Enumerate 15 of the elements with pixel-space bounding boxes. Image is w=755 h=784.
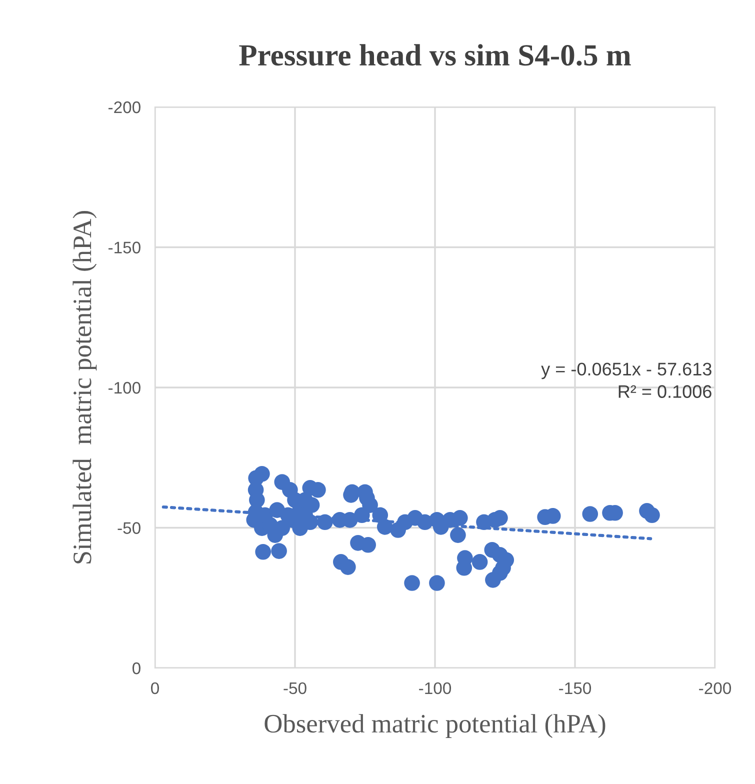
x-tick-label: 0 [151,682,159,694]
y-axis-title: Simulated matric potential (hPA) [72,211,97,564]
x-axis-title: Observed matric potential (hPA) [264,714,606,738]
x-tick-label: -200 [699,682,732,694]
x-tick-label: -100 [419,682,452,694]
y-tick-label: 0 [132,662,140,674]
chart-title: Pressure head vs sim S4-0.5 m [239,44,631,66]
annotation: R² = 0.1006 [618,385,712,398]
y-tick-label: -150 [108,242,140,254]
x-tick-label: -150 [559,682,592,694]
y-tick-label: -100 [108,382,140,394]
x-tick-label: -50 [284,682,306,694]
annotation: y = -0.0651x - 57.613 [541,362,712,380]
y-tick-label: -200 [108,101,140,114]
y-tick-label: -50 [118,522,140,534]
